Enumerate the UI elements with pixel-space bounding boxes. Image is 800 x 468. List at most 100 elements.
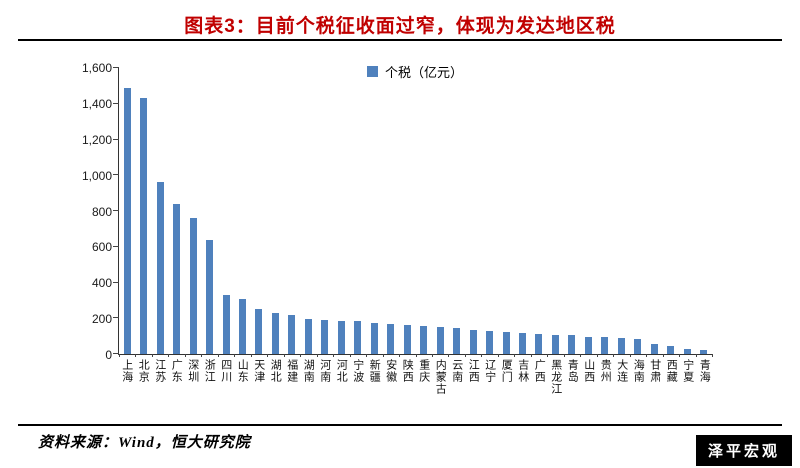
bar-slot	[152, 68, 168, 354]
y-axis-label: 600	[91, 240, 112, 255]
x-tick	[366, 354, 368, 357]
y-axis-label: 200	[91, 312, 112, 327]
x-axis-label: 安徽	[384, 359, 397, 383]
x-axis-label: 重庆	[417, 359, 430, 383]
x-label-slot: 青海	[696, 359, 713, 423]
bar-辽宁	[486, 331, 494, 354]
bar-slot	[218, 68, 234, 354]
bar-上海	[123, 87, 131, 354]
x-tick	[613, 354, 615, 357]
y-axis-label: 800	[91, 204, 112, 219]
x-label-slot: 江西	[465, 359, 482, 423]
x-tick	[399, 354, 401, 357]
x-axis-label: 西藏	[665, 359, 678, 383]
x-label-slot: 湖南	[300, 359, 317, 423]
x-axis-label: 广东	[170, 359, 183, 383]
x-label-slot: 陕西	[399, 359, 416, 423]
bars	[119, 68, 712, 354]
bar-slot	[613, 68, 629, 354]
x-label-slot: 西藏	[663, 359, 680, 423]
x-axis-label: 内蒙古	[434, 359, 447, 395]
bar-天津	[255, 309, 263, 354]
bar-slot	[135, 68, 151, 354]
chart-legend: 个税（亿元）	[118, 62, 712, 81]
plot-area	[113, 67, 713, 357]
bar-浙江	[206, 239, 214, 354]
bar-深圳	[189, 218, 197, 354]
x-label-slot: 宁波	[349, 359, 366, 423]
x-tick	[119, 354, 120, 357]
y-tick	[113, 317, 119, 319]
x-tick	[530, 354, 532, 357]
bar-河南	[321, 320, 329, 354]
bar-slot	[679, 68, 695, 354]
x-axis-label: 青海	[698, 359, 711, 383]
y-axis-label: 1,600	[81, 61, 112, 75]
x-axis-label: 吉林	[516, 359, 529, 383]
x-tick	[481, 354, 483, 357]
x-label-slot: 山东	[234, 359, 251, 423]
x-tick	[448, 354, 450, 357]
x-axis-label: 宁波	[351, 359, 364, 383]
bar-厦门	[502, 332, 510, 354]
bar-湖南	[304, 318, 312, 354]
source-note: 资料来源：Wind，恒大研究院	[38, 435, 251, 451]
x-axis-label: 陕西	[401, 359, 414, 383]
bar-甘肃	[650, 344, 658, 354]
y-tick	[113, 281, 119, 283]
x-tick	[201, 354, 203, 357]
bar-青岛	[568, 335, 576, 354]
bar-slot	[399, 68, 415, 354]
x-label-slot: 四川	[217, 359, 234, 423]
bar-slot	[415, 68, 431, 354]
x-label-slot: 河北	[333, 359, 350, 423]
bar-slot	[201, 68, 217, 354]
bar-slot	[514, 68, 530, 354]
x-label-slot: 浙江	[201, 359, 218, 423]
bar-slot	[185, 68, 201, 354]
bar-湖北	[271, 312, 279, 354]
bar-西藏	[667, 345, 675, 354]
bar-slot	[251, 68, 267, 354]
x-tick	[629, 354, 631, 357]
bar-slot	[531, 68, 547, 354]
bar-slot	[630, 68, 646, 354]
x-label-slot: 海南	[630, 359, 647, 423]
bar-slot	[317, 68, 333, 354]
legend-label: 个税（亿元）	[384, 65, 463, 80]
x-axis-label: 江西	[467, 359, 480, 383]
x-tick	[580, 354, 582, 357]
bar-slot	[383, 68, 399, 354]
bar-slot	[350, 68, 366, 354]
x-tick	[695, 354, 697, 357]
chart-title: 图表3：目前个税征收面过窄，体现为发达地区税	[184, 16, 616, 37]
top-divider-line	[18, 39, 782, 41]
bar-slot	[267, 68, 283, 354]
bar-slot	[564, 68, 580, 354]
bar-slot	[234, 68, 250, 354]
x-axis-label: 上海	[120, 359, 133, 383]
bar-slot	[597, 68, 613, 354]
x-axis-label: 河北	[335, 359, 348, 383]
x-axis-label: 新疆	[368, 359, 381, 383]
x-axis-label: 厦门	[500, 359, 513, 383]
x-label-slot: 贵州	[597, 359, 614, 423]
x-axis-label: 浙江	[203, 359, 216, 383]
bar-大连	[617, 338, 625, 354]
x-axis-label: 山东	[236, 359, 249, 383]
x-axis-label: 辽宁	[483, 359, 496, 383]
x-tick	[712, 354, 713, 357]
y-axis-label: 1,400	[81, 96, 112, 111]
x-axis-label: 贵州	[599, 359, 612, 383]
y-tick	[113, 353, 119, 354]
bar-slot	[646, 68, 662, 354]
bar-青海	[700, 350, 708, 354]
bar-陕西	[403, 325, 411, 354]
y-axis: 0 200 400 600 800 1,000 1,200 1,400 1,600	[20, 61, 112, 362]
x-label-slot: 大连	[613, 359, 630, 423]
bar-吉林	[518, 333, 526, 354]
x-tick	[250, 354, 252, 357]
x-axis-label: 四川	[219, 359, 232, 383]
bar-slot	[300, 68, 316, 354]
